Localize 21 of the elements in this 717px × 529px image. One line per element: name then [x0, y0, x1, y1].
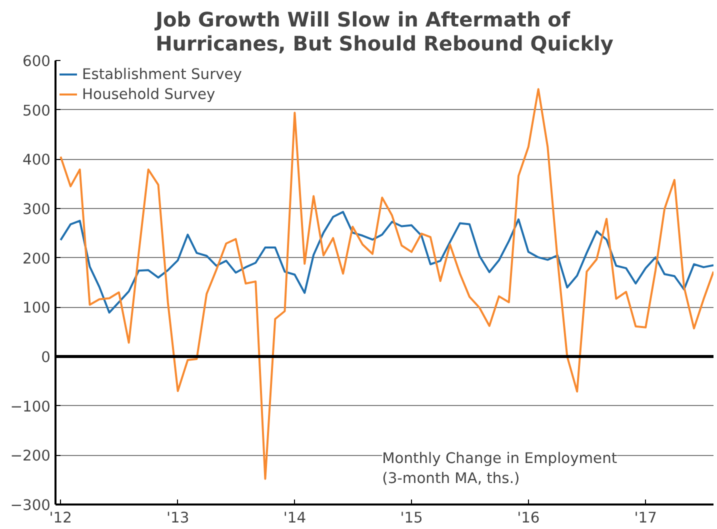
- y-tick-label: 0: [41, 349, 51, 366]
- x-tick-label: '12: [49, 510, 72, 526]
- legend-label: Establishment Survey: [82, 66, 242, 82]
- x-tick-label: '16: [517, 510, 540, 526]
- y-tick-label: 400: [22, 152, 51, 169]
- legend-label: Household Survey: [82, 86, 216, 102]
- y-tick-label: 100: [22, 300, 51, 317]
- x-tick-label: '15: [400, 510, 423, 526]
- y-tick-label: −200: [10, 448, 51, 465]
- y-tick-label: 300: [22, 201, 51, 218]
- y-tick-label: −100: [10, 398, 51, 416]
- y-tick-label: 200: [22, 250, 51, 268]
- annotation: Monthly Change in Employment (3-month MA, ths.): [382, 450, 618, 488]
- y-tick-label: 500: [22, 102, 51, 120]
- line-series: [60, 210, 714, 314]
- x-tick-label: '13: [166, 510, 190, 526]
- chart-title: Job Growth Will Slow in Aftermath of Hurricanes, But Should Rebound Quickly: [154, 8, 614, 56]
- x-tick-label: '14: [283, 510, 306, 526]
- x-tick-label: '17: [634, 510, 657, 526]
- y-tick-label: 600: [22, 53, 51, 70]
- y-tick-label: −300: [10, 497, 51, 514]
